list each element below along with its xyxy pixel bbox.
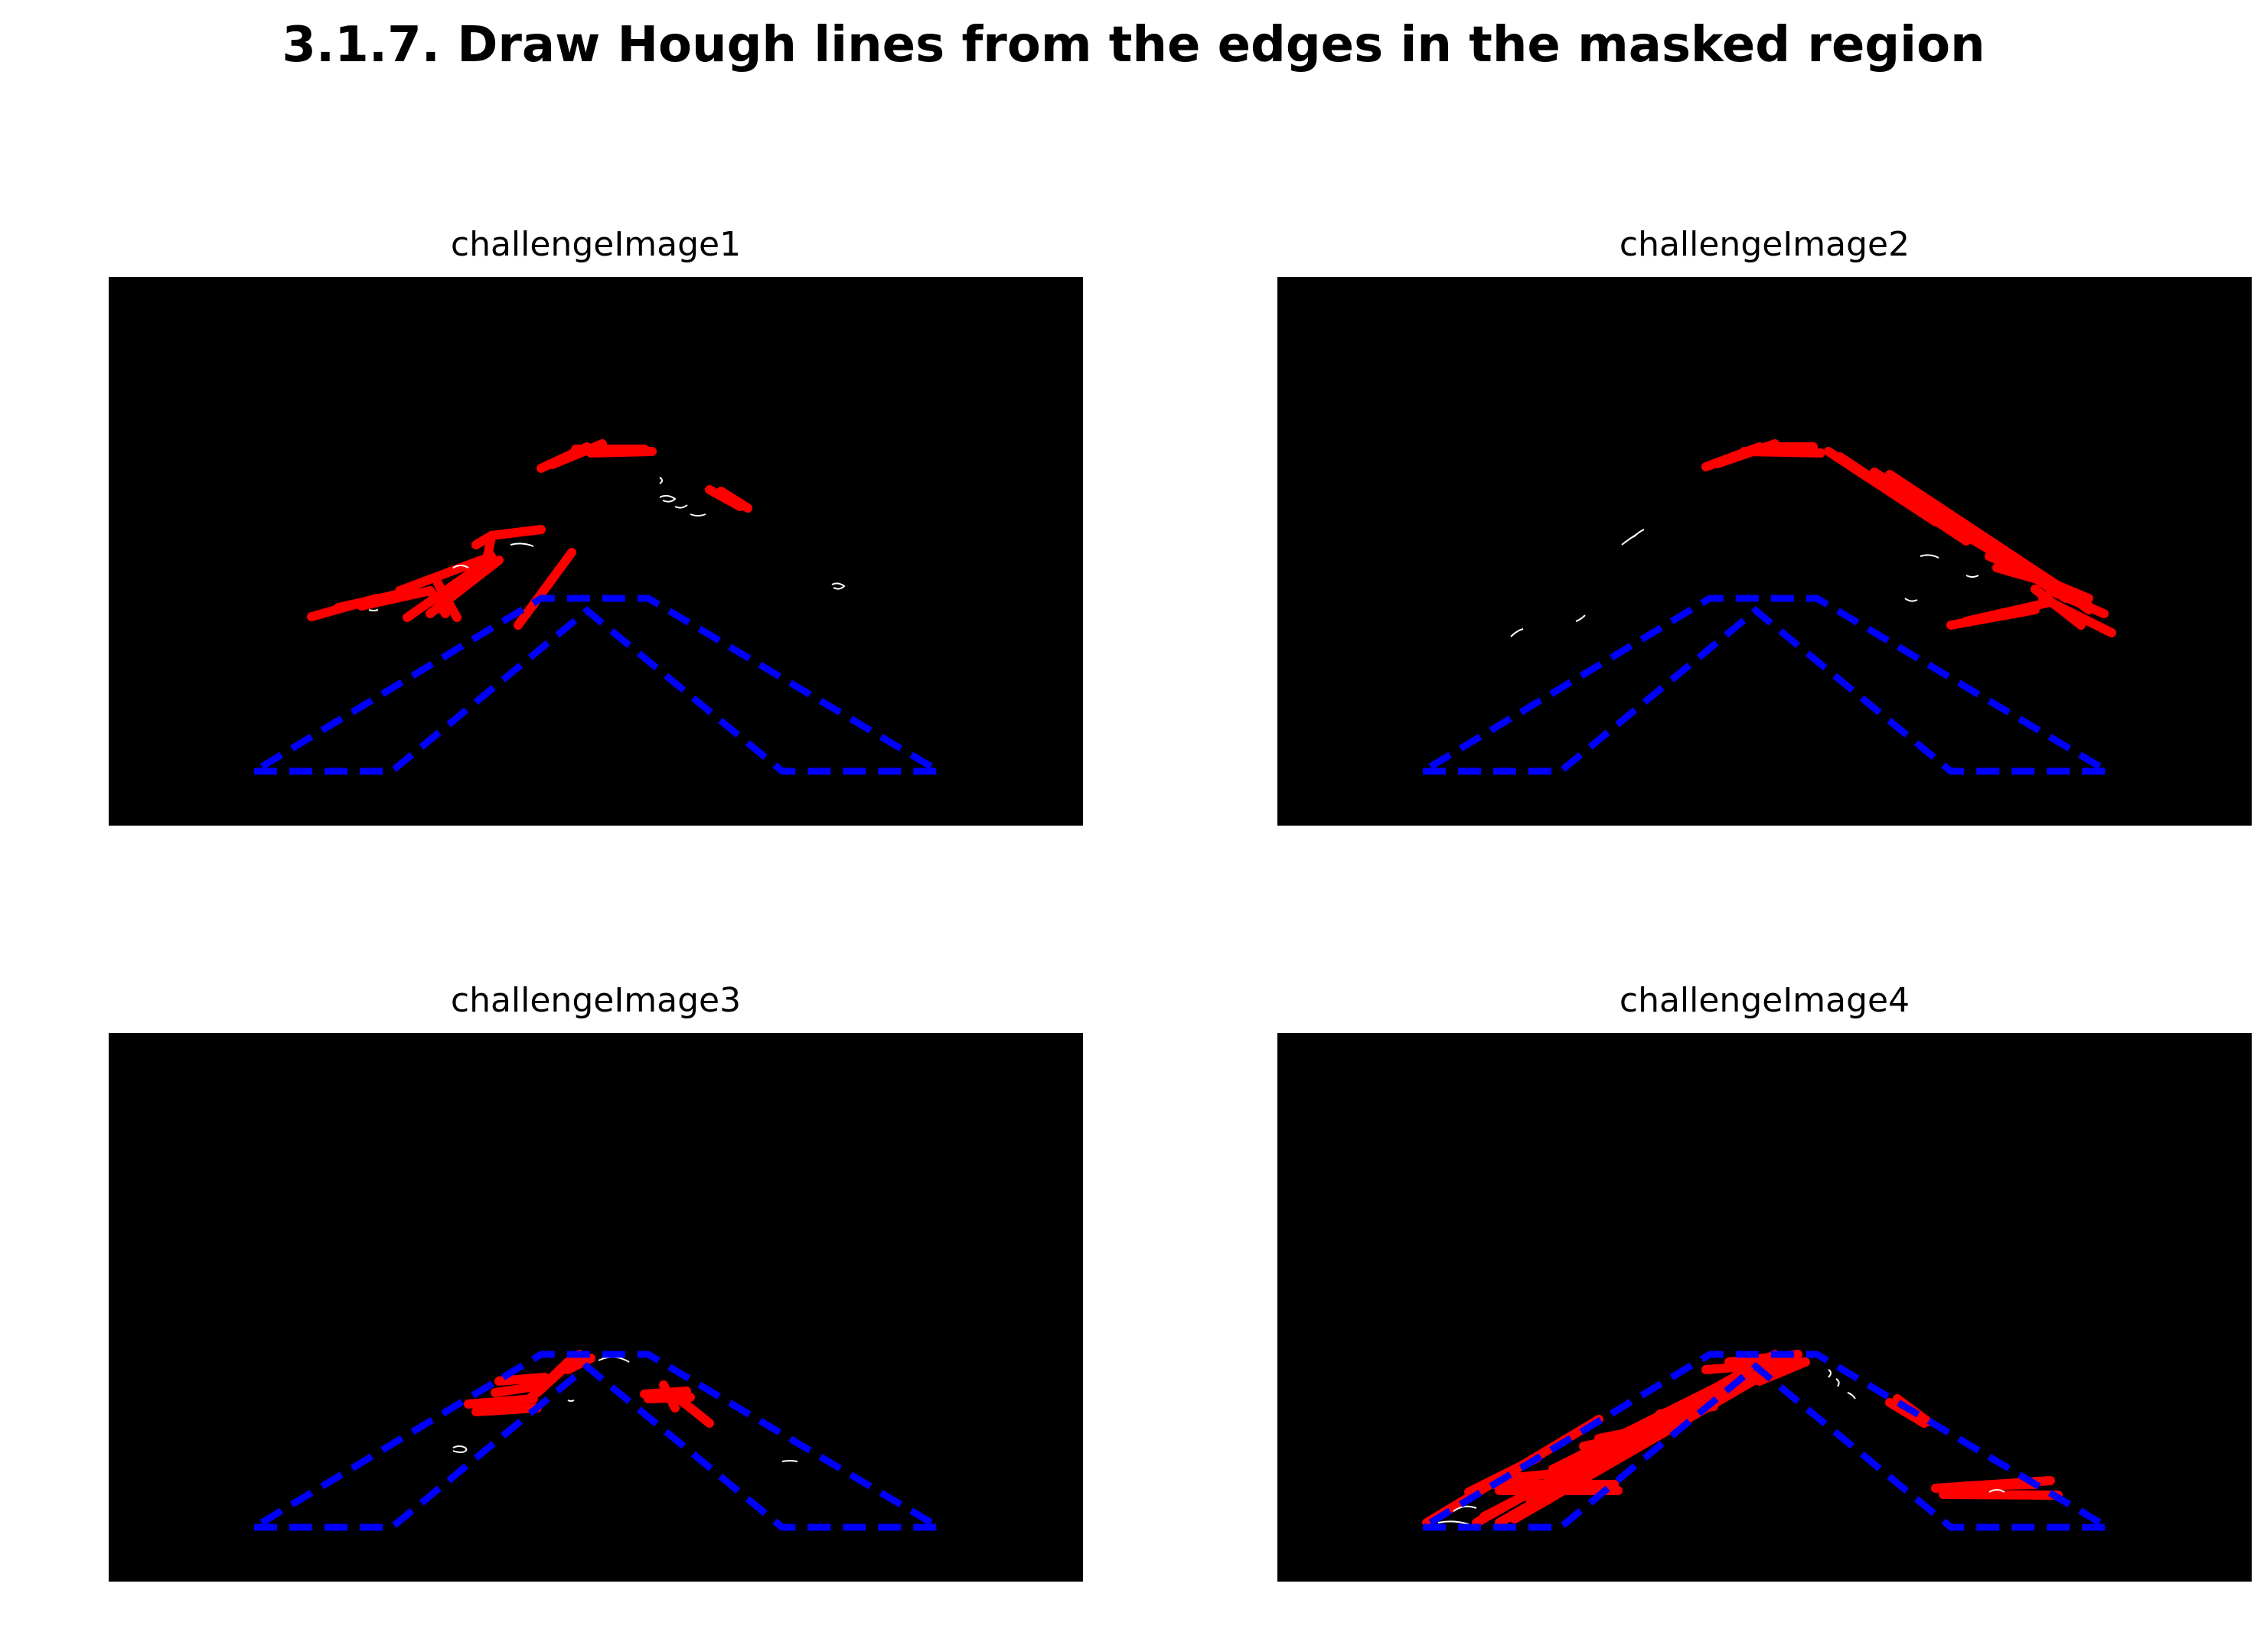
edge-trace	[1828, 1369, 1832, 1378]
edge-trace	[1437, 1520, 1469, 1525]
hough-line	[586, 447, 657, 458]
edge-trace	[1835, 1378, 1840, 1387]
image-canvas	[109, 277, 1083, 826]
masked-edges-image	[252, 1350, 952, 1531]
subplot-challenge-image-2: challengeImage2	[1277, 222, 2252, 830]
edge-trace	[1904, 598, 1918, 602]
edge-trace	[452, 565, 469, 569]
edge-trace	[690, 513, 706, 516]
hough-line	[2038, 594, 2116, 637]
hough-line	[1962, 1480, 2040, 1491]
hough-line	[1939, 1490, 2063, 1500]
edge-traces	[1437, 1369, 2005, 1525]
hough-line	[1502, 1465, 1603, 1483]
edge-trace	[1847, 1392, 1856, 1399]
edge-trace	[831, 582, 846, 590]
hough-lines	[464, 1350, 714, 1428]
subplot-challenge-image-3: challengeImage3	[109, 978, 1083, 1586]
hough-line	[514, 548, 576, 630]
hough-line	[1594, 1419, 1680, 1443]
hough-line	[563, 1354, 595, 1374]
hough-line	[433, 578, 462, 622]
hough-line	[533, 1350, 584, 1397]
hough-lines	[1701, 439, 2116, 637]
region-mask-outline	[252, 595, 952, 775]
hough-line	[667, 1388, 714, 1428]
edge-trace	[659, 494, 677, 503]
edge-trace	[659, 477, 663, 484]
edge-traces	[368, 477, 846, 611]
edge-trace	[368, 609, 379, 611]
edge-trace	[510, 543, 534, 547]
mask-polygon	[1421, 1351, 2121, 1531]
hough-line	[471, 1403, 542, 1416]
edge-traces	[1510, 529, 1979, 637]
edge-trace	[1965, 575, 1979, 578]
hough-line	[1946, 605, 2040, 630]
hough-line	[357, 586, 435, 611]
edge-trace	[452, 1445, 468, 1454]
hough-lines	[307, 439, 752, 630]
masked-edges-image	[252, 439, 952, 775]
hough-line	[1740, 447, 1825, 458]
hough-line	[483, 533, 496, 561]
hough-line	[716, 487, 752, 513]
image-canvas	[109, 1033, 1083, 1582]
hough-line	[464, 1394, 538, 1409]
edge-trace	[567, 1399, 575, 1402]
region-mask-outline	[252, 1351, 952, 1531]
hough-line	[2046, 586, 2109, 618]
region-mask-outline	[1421, 1351, 2121, 1531]
region-mask-outline	[1421, 595, 2121, 775]
subplot-title: challengeImage2	[1619, 225, 1910, 264]
subplot-challenge-image-1: challengeImage1	[109, 222, 1083, 830]
hough-line	[1931, 513, 2001, 559]
hough-line	[1548, 1373, 1741, 1474]
hough-line	[487, 525, 546, 540]
hough-line	[494, 1373, 550, 1386]
subplot-title: challengeImage4	[1619, 981, 1910, 1020]
mask-polygon	[252, 1351, 952, 1531]
image-canvas	[1277, 1033, 2252, 1582]
hough-line	[426, 586, 450, 618]
edge-trace	[1575, 614, 1586, 622]
hough-line	[395, 552, 496, 595]
edge-trace	[1988, 1489, 2005, 1493]
hough-line	[659, 1380, 680, 1413]
edge-trace	[674, 504, 688, 509]
edge-trace	[1920, 554, 1939, 559]
masked-edges-image	[1421, 1350, 2121, 1531]
edge-trace	[1510, 628, 1524, 637]
mask-polygon	[1421, 595, 2121, 775]
edge-trace	[1453, 1505, 1477, 1512]
masked-edges-image	[1421, 439, 2121, 775]
edge-trace	[1633, 529, 1645, 538]
subplot-challenge-image-4: challengeImage4	[1277, 978, 2252, 1586]
image-canvas	[1277, 277, 2252, 826]
figure-title: 3.1.7. Draw Hough lines from the edges i…	[282, 17, 1985, 73]
subplot-title: challengeImage1	[450, 225, 742, 264]
mask-polygon	[252, 595, 952, 775]
hough-line	[1510, 1373, 1764, 1523]
subplot-title: challengeImage3	[450, 981, 742, 1020]
